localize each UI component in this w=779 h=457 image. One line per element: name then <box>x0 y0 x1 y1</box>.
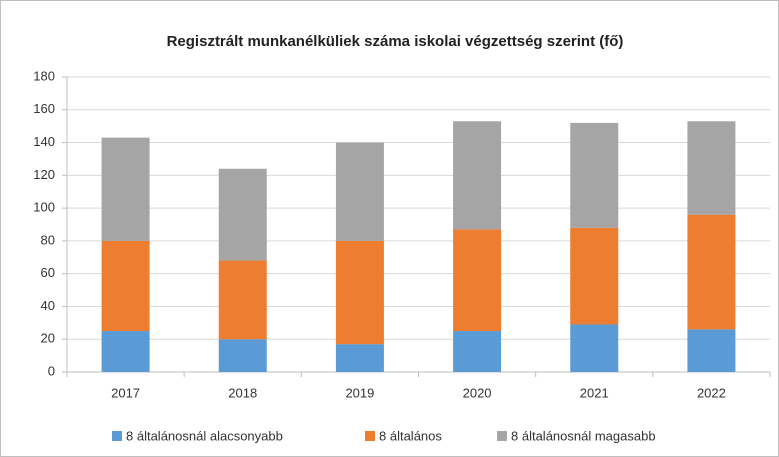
bar-segment <box>453 331 502 372</box>
y-tick-label: 180 <box>33 68 55 83</box>
bar-segment <box>453 121 502 230</box>
x-tick-label: 2018 <box>228 385 257 400</box>
y-tick-label: 160 <box>33 101 55 116</box>
bar-segment <box>335 344 384 372</box>
legend-swatch <box>112 431 122 441</box>
legend-label: 8 általánosnál magasabb <box>511 428 656 443</box>
bar-segment <box>687 214 736 330</box>
bar-segment <box>218 260 267 340</box>
x-tick-label: 2021 <box>580 385 609 400</box>
y-tick-label: 100 <box>33 200 55 215</box>
bar-segment <box>335 142 384 241</box>
y-tick-label: 20 <box>41 331 55 346</box>
bar-segment <box>218 339 267 372</box>
bar-segment <box>570 122 619 228</box>
y-tick-label: 120 <box>33 167 55 182</box>
legend-label: 8 általánosnál alacsonyabb <box>126 428 283 443</box>
y-tick-label: 60 <box>41 265 55 280</box>
y-tick-label: 0 <box>48 363 55 378</box>
bar-segment <box>101 240 150 332</box>
chart-title: Regisztrált munkanélküliek száma iskolai… <box>167 33 624 50</box>
bar-segment <box>335 240 384 345</box>
bar-segment <box>570 227 619 325</box>
legend-swatch <box>365 431 375 441</box>
bar-segment <box>687 329 736 372</box>
x-tick-label: 2019 <box>345 385 374 400</box>
x-tick-label: 2022 <box>697 385 726 400</box>
y-tick-label: 140 <box>33 134 55 149</box>
legend-swatch <box>497 431 507 441</box>
x-tick-label: 2020 <box>463 385 492 400</box>
y-tick-label: 40 <box>41 298 55 313</box>
bar-segment <box>453 229 502 332</box>
bar-segment <box>101 331 150 372</box>
legend-label: 8 általános <box>379 428 442 443</box>
bar-segment <box>687 121 736 215</box>
bar-segment <box>570 324 619 372</box>
bar-segment <box>218 168 267 261</box>
x-tick-label: 2017 <box>111 385 140 400</box>
y-tick-label: 80 <box>41 232 55 247</box>
bar-segment <box>101 137 150 241</box>
